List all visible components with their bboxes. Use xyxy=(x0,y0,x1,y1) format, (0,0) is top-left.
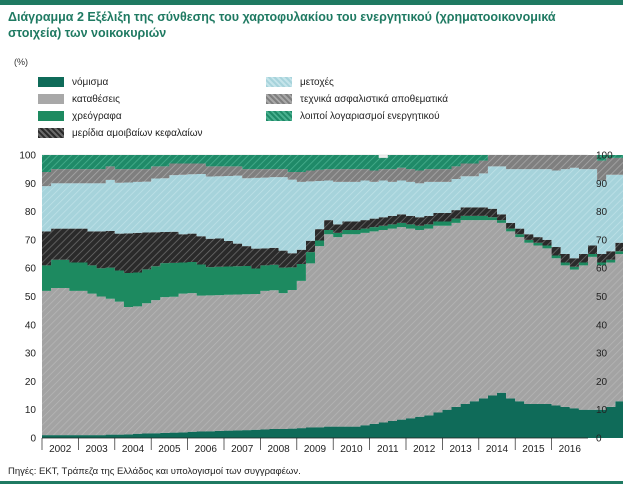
series-area-shares xyxy=(42,166,623,259)
legend-item-other: λοιποί λογαριασμοί ενεργητικού xyxy=(266,109,440,123)
series-area-bonds xyxy=(42,215,623,307)
y-tick-label-left: 30 xyxy=(25,349,37,360)
y-tick-label-left: 90 xyxy=(25,179,37,190)
x-tick-label: 2004 xyxy=(122,444,145,455)
legend-swatch-currency xyxy=(38,77,64,87)
x-tick-label: 2013 xyxy=(449,444,472,455)
y-tick-label-left: 70 xyxy=(25,235,37,246)
x-tick-label: 2011 xyxy=(377,444,399,455)
legend-label-insurance: τεχνικά ασφαλιστικά αποθεματικά xyxy=(300,93,449,105)
x-tick-label: 2009 xyxy=(304,444,327,455)
y-tick-label-right: 100 xyxy=(596,151,613,162)
x-tick-label: 2015 xyxy=(522,444,545,455)
legend-swatch-shares xyxy=(266,77,292,87)
legend-label-deposits: καταθέσεις xyxy=(72,93,120,105)
footer-accent-bar xyxy=(0,481,623,484)
series-area-currency xyxy=(42,392,623,438)
series-layer xyxy=(42,155,623,438)
y-tick-label-right: 80 xyxy=(596,207,608,218)
legend-item-bonds: χρεόγραφα xyxy=(38,109,122,123)
axes: 0 0 10 10 20 20 30 30 40 40 50 50 60 60 70 70 80 80 90 90 10… xyxy=(19,151,613,456)
y-tick-label-left: 10 xyxy=(25,405,37,416)
series-area-other xyxy=(42,155,623,172)
legend-swatch-insurance xyxy=(266,94,292,104)
series-area-insurance xyxy=(42,155,623,187)
x-tick-label: 2010 xyxy=(340,444,363,455)
y-tick-label-right: 70 xyxy=(596,235,608,246)
legend-label-bonds: χρεόγραφα xyxy=(72,110,122,122)
legend-label-other: λοιποί λογαριασμοί ενεργητικού xyxy=(300,110,440,122)
y-tick-label-right: 50 xyxy=(596,292,608,303)
chart-canvas: 0 0 10 10 20 20 30 30 40 40 50 50 60 60 70 70 80 80 90 90 10… xyxy=(19,151,623,456)
x-tick-label: 2003 xyxy=(85,444,108,455)
y-tick-label-left: 50 xyxy=(25,292,37,303)
x-tick-label: 2006 xyxy=(195,444,218,455)
y-unit-label: (%) xyxy=(14,57,28,67)
y-tick-label-left: 20 xyxy=(25,377,37,388)
legend-swatch-other xyxy=(266,111,292,121)
y-tick-label-right: 20 xyxy=(596,377,608,388)
y-tick-label-right: 0 xyxy=(596,434,602,445)
x-tick-label: 2005 xyxy=(158,444,181,455)
header-accent-bar xyxy=(0,0,623,5)
y-tick-label-left: 80 xyxy=(25,207,37,218)
x-tick-label: 2002 xyxy=(49,444,72,455)
x-tick-label: 2008 xyxy=(267,444,290,455)
series-area-deposits xyxy=(42,220,623,436)
y-tick-label-right: 40 xyxy=(596,320,608,331)
series-area-funds xyxy=(42,207,623,274)
chart-title: Διάγραμμα 2 Εξέλιξη της σύνθεσης του χαρ… xyxy=(8,10,556,40)
legend-swatch-funds xyxy=(38,128,64,138)
legend-item-deposits: καταθέσεις xyxy=(38,92,120,106)
y-tick-label-left: 0 xyxy=(30,434,36,445)
x-tick-label: 2007 xyxy=(231,444,254,455)
y-tick-label-right: 10 xyxy=(596,405,608,416)
x-tick-label: 2012 xyxy=(413,444,436,455)
y-tick-label-left: 60 xyxy=(25,264,37,275)
x-tick-label: 2014 xyxy=(486,444,509,455)
legend-label-funds: μερίδια αμοιβαίων κεφαλαίων xyxy=(72,127,203,139)
legend-item-shares: μετοχές xyxy=(266,75,334,89)
y-tick-label-right: 60 xyxy=(596,264,608,275)
y-tick-label-right: 30 xyxy=(596,349,608,360)
legend-swatch-deposits xyxy=(38,94,64,104)
y-tick-label-right: 90 xyxy=(596,179,608,190)
source-note: Πηγές: ΕΚΤ, Τράπεζα της Ελλάδος και υπολ… xyxy=(8,466,301,477)
legend-label-shares: μετοχές xyxy=(300,76,334,88)
y-tick-label-left: 100 xyxy=(19,151,36,162)
x-tick-label: 2016 xyxy=(559,444,582,455)
legend-item-funds: μερίδια αμοιβαίων κεφαλαίων xyxy=(38,126,203,140)
legend-label-currency: νόμισμα xyxy=(72,76,109,88)
legend-item-insurance: τεχνικά ασφαλιστικά αποθεματικά xyxy=(266,92,448,106)
legend-item-currency: νόμισμα xyxy=(38,75,108,89)
legend-swatch-bonds xyxy=(38,111,64,121)
y-tick-label-left: 40 xyxy=(25,320,37,331)
